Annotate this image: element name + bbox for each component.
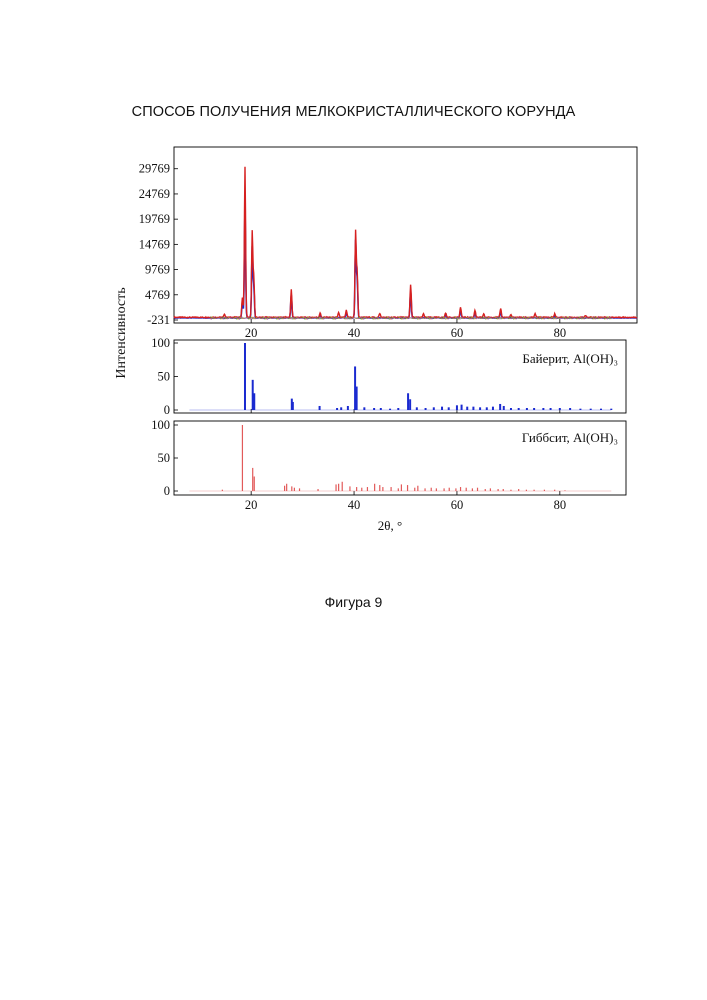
x-tick-label: 60 [451, 326, 464, 340]
x-tick-label: 40 [348, 498, 361, 512]
x-axis-label: 2θ, ° [378, 518, 402, 533]
y-tick-label: 29769 [139, 162, 170, 176]
panel-gibbsite-ticks: 0 50 100 20 40 60 80 [151, 418, 566, 512]
y-tick-label: 50 [158, 451, 171, 465]
y-tick-label: 100 [151, 418, 170, 432]
y-tick-label: 50 [158, 370, 171, 384]
y-tick-label: -231 [147, 313, 170, 327]
y-tick-label: 0 [164, 484, 170, 498]
x-tick-label: 40 [348, 326, 361, 340]
x-tick-label: 60 [451, 498, 464, 512]
gibbsite-label: Гиббсит, Al(OH)₃ [522, 430, 618, 445]
y-tick-label: 9769 [145, 263, 170, 277]
figure-caption: Фигура 9 [0, 594, 707, 610]
x-tick-label: 80 [554, 498, 567, 512]
x-tick-label: 80 [554, 326, 567, 340]
xrd-figure: -231 4769 9769 14769 19769 24769 29769 20 40 60 80… [0, 0, 707, 560]
bayerite-label: Байерит, Al(OH)₃ [522, 351, 618, 366]
y-axis-label: Интенсивность [114, 287, 129, 378]
x-tick-label: 20 [245, 326, 258, 340]
y-tick-label: 19769 [139, 212, 170, 226]
y-tick-label: 14769 [139, 237, 170, 251]
y-tick-label: 0 [164, 403, 170, 417]
y-tick-label: 24769 [139, 187, 170, 201]
x-tick-label: 20 [245, 498, 258, 512]
y-tick-label: 100 [151, 336, 170, 350]
y-tick-label: 4769 [145, 288, 170, 302]
series-measured [174, 167, 637, 318]
panel-measured-series [174, 167, 637, 319]
